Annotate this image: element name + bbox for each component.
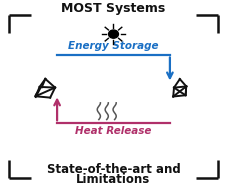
Text: State-of-the-art and: State-of-the-art and <box>47 163 180 176</box>
Text: Energy Storage: Energy Storage <box>68 41 159 51</box>
Polygon shape <box>36 88 41 98</box>
Text: Limitations: Limitations <box>76 174 151 186</box>
Polygon shape <box>185 86 186 96</box>
Text: MOST Systems: MOST Systems <box>61 2 166 15</box>
Circle shape <box>109 30 118 38</box>
Text: Heat Release: Heat Release <box>75 126 152 136</box>
